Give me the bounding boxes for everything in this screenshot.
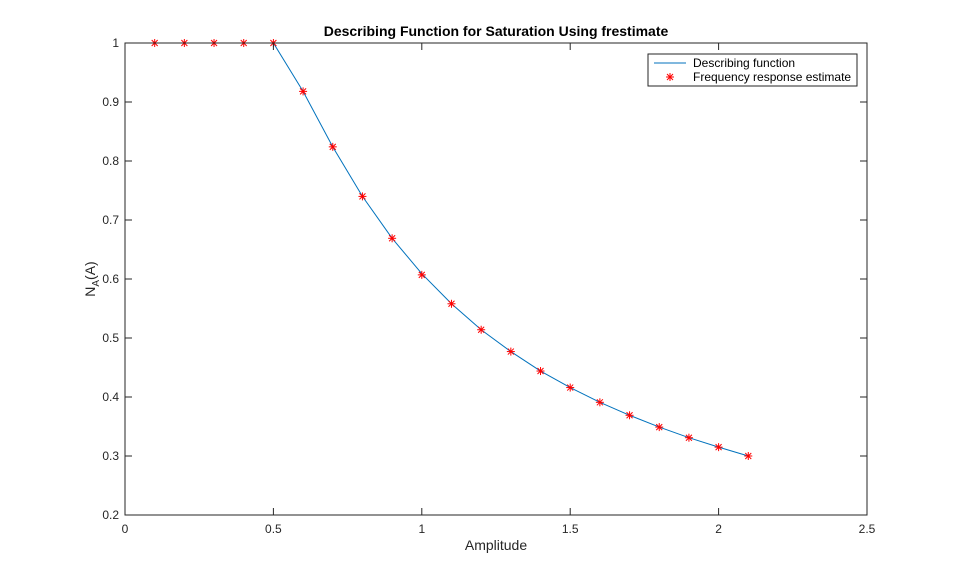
y-tick-label: 0.7 — [102, 213, 119, 227]
y-axis-label-subscript: A — [91, 280, 102, 287]
data-point-frequency-response — [655, 423, 664, 432]
data-point-frequency-response — [625, 411, 634, 420]
data-point-frequency-response — [744, 452, 753, 460]
y-tick-label: 0.4 — [102, 390, 119, 404]
x-tick-label: 0 — [122, 522, 129, 536]
legend-box — [647, 53, 858, 87]
plot-area — [125, 43, 867, 515]
data-point-frequency-response — [714, 443, 723, 452]
y-tick-label: 0.9 — [102, 95, 119, 109]
x-tick-label: 0.5 — [265, 522, 282, 536]
data-point-frequency-response — [388, 234, 397, 243]
chart-title: Describing Function for Saturation Using… — [324, 23, 669, 39]
x-tick-label: 1 — [418, 522, 425, 536]
y-tick-label: 0.8 — [102, 154, 119, 168]
y-tick-label: 0.2 — [102, 508, 119, 522]
data-point-frequency-response — [417, 270, 426, 279]
y-tick-label: 1 — [112, 36, 119, 50]
data-point-frequency-response — [684, 433, 693, 442]
data-point-frequency-response — [477, 325, 486, 334]
data-point-frequency-response — [506, 347, 515, 356]
legend-label-frequency-response: Frequency response estimate — [693, 70, 851, 84]
ticks-layer: 0 0.5 1 1.5 2 2.5 0.2 0.3 0.4 0.5 0.6 0.7 0.8 0.9 1 — [102, 36, 875, 536]
y-axis-label-rest: (A) — [82, 261, 98, 280]
legend-marker-swatch — [666, 73, 674, 81]
legend: Describing function Frequency response e… — [647, 53, 858, 87]
y-axis-label-main: N — [82, 287, 98, 297]
data-point-frequency-response — [566, 383, 575, 392]
legend-label-describing-function: Describing function — [693, 56, 795, 70]
y-tick-label: 0.6 — [102, 272, 119, 286]
x-tick-label: 2.5 — [859, 522, 876, 536]
x-tick-label: 1.5 — [562, 522, 579, 536]
y-tick-label: 0.3 — [102, 449, 119, 463]
y-tick-label: 0.5 — [102, 331, 119, 345]
x-axis-label: Amplitude — [465, 537, 527, 553]
y-axis-label: NA(A) — [82, 261, 102, 296]
data-point-frequency-response — [447, 299, 456, 308]
data-point-frequency-response — [328, 142, 337, 151]
data-point-frequency-response — [595, 398, 604, 407]
data-point-frequency-response — [358, 192, 367, 201]
data-point-frequency-response — [536, 367, 545, 376]
x-tick-label: 2 — [715, 522, 722, 536]
data-point-frequency-response — [299, 87, 308, 96]
